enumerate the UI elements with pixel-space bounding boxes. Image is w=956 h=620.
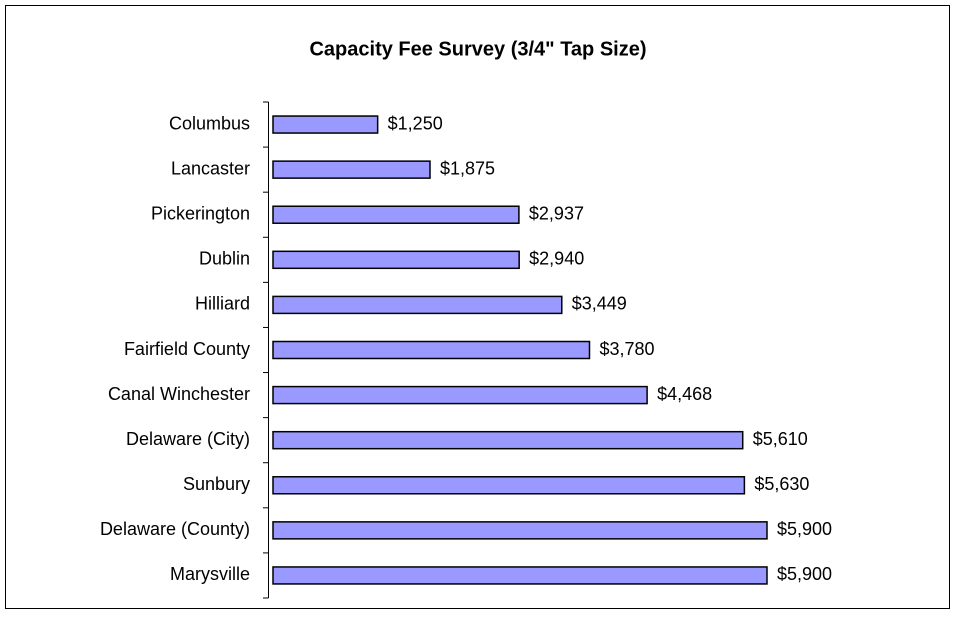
category-label: Hilliard [195,294,250,314]
category-label: Fairfield County [124,339,250,359]
bar [272,250,520,270]
bar [272,340,591,360]
bar [272,521,768,540]
category-label: Lancaster [171,158,250,178]
bar [272,566,768,585]
category-label: Delaware (City) [126,429,250,449]
value-label: $4,468 [657,384,712,404]
bar [272,115,379,134]
bar [272,385,648,405]
category-label: Marysville [170,564,250,584]
value-label: $3,449 [572,294,627,314]
category-label: Columbus [169,113,250,133]
chart-title: Capacity Fee Survey (3/4" Tap Size) [309,38,646,60]
value-label: $1,250 [388,113,443,133]
value-label: $5,610 [753,429,808,449]
value-label: $1,875 [440,158,495,178]
bar [272,476,746,495]
value-label: $5,630 [754,474,809,494]
bar [272,160,431,179]
value-label: $3,780 [599,339,654,359]
category-label: Dublin [199,249,250,269]
value-label: $2,937 [529,203,584,223]
category-label: Canal Winchester [108,384,250,404]
value-label: $5,900 [777,564,832,584]
bar [272,430,744,450]
value-label: $5,900 [777,519,832,539]
category-label: Delaware (County) [100,519,250,539]
bar [272,295,563,315]
value-label: $2,940 [529,249,584,269]
category-label: Pickerington [151,203,250,223]
category-label: Sunbury [183,474,250,494]
bar [272,205,520,224]
